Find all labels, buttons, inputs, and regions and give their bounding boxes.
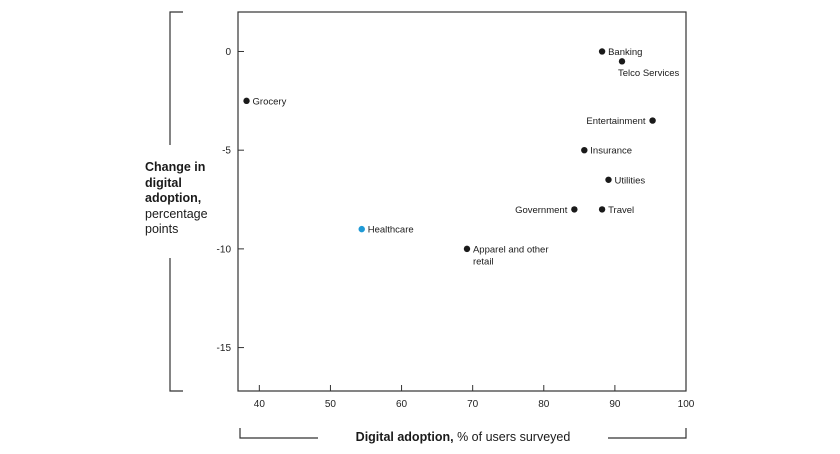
x-tick-label: 80 (538, 399, 550, 410)
data-point (243, 97, 250, 105)
y-tick-label: -5 (222, 146, 231, 157)
data-point-label: Entertainment (586, 116, 646, 127)
x-axis-label-rest: % of users surveyed (457, 430, 571, 444)
data-point-label: Apparel and other retail (473, 244, 549, 267)
data-point (581, 146, 588, 154)
x-tick-label: 40 (254, 399, 266, 410)
x-tick-label: 60 (396, 399, 408, 410)
data-point-label: Insurance (590, 146, 632, 157)
data-point (649, 117, 656, 124)
x-axis-label: Digital adoption, % of users surveyed (322, 430, 604, 444)
data-point-label: Telco Services (618, 68, 679, 79)
y-label-bracket-top (169, 11, 183, 145)
data-points: Banking Telco Services Grocery Entertainmen… (243, 47, 679, 267)
x-label-bracket-left (239, 428, 318, 439)
data-point-label: Utilities (614, 175, 645, 186)
x-axis-label-bold: Digital adoption, (355, 430, 454, 444)
chart-frame (169, 11, 687, 439)
data-point (605, 176, 612, 183)
data-point (358, 225, 365, 233)
y-tick-label: -10 (217, 244, 232, 255)
data-point (618, 58, 626, 65)
data-point-label: Government (515, 205, 568, 216)
x-tick-label: 70 (467, 399, 479, 410)
x-tick-label: 100 (678, 399, 695, 410)
data-point-label: Travel (608, 205, 634, 216)
y-axis-label-bold: Change in digital adoption, (145, 160, 206, 205)
data-point (571, 206, 578, 213)
data-point-label-line: retail (473, 256, 494, 267)
data-point-label: Healthcare (368, 225, 414, 236)
data-point-label-line: Apparel and other (473, 244, 549, 255)
axes: 0 -5 -10 -15 40 50 60 70 80 90 100 (217, 47, 695, 410)
data-point (463, 245, 471, 253)
data-point (598, 206, 606, 213)
y-tick-label: -15 (217, 343, 232, 354)
x-label-bracket-right (608, 428, 687, 439)
y-axis-label: Change in digital adoption, percentage p… (145, 160, 225, 238)
x-tick-label: 90 (609, 399, 621, 410)
data-point-label: Banking (608, 47, 642, 58)
y-axis-label-rest: percentage points (145, 206, 208, 237)
data-point-label: Grocery (253, 96, 287, 107)
y-tick-label: 0 (225, 47, 231, 58)
x-tick-label: 50 (325, 399, 337, 410)
data-point (598, 48, 606, 55)
y-label-bracket-bottom (169, 258, 183, 392)
plot-border (237, 11, 687, 392)
